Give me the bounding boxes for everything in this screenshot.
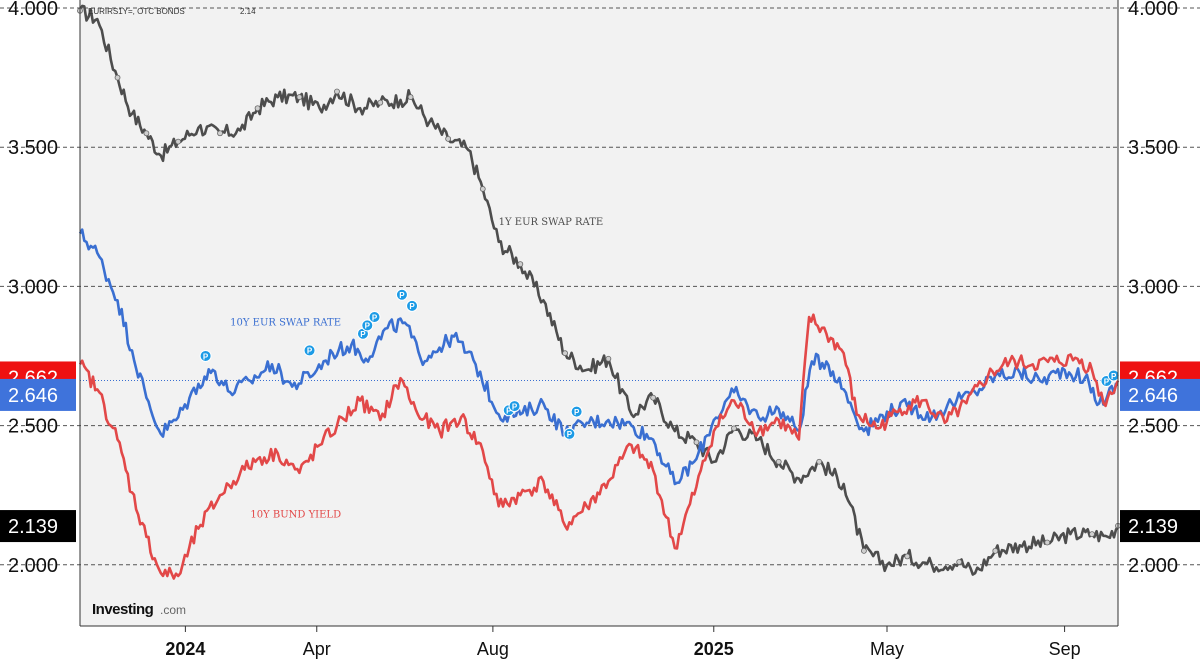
data-point — [562, 350, 568, 357]
event-marker-label: P — [203, 352, 209, 361]
value-badge-right — [1120, 378, 1200, 411]
event-marker-icon[interactable]: P — [368, 311, 381, 323]
symbol-label: EURIRS1Y=, OTC BONDS — [88, 7, 185, 16]
event-marker-label: P — [409, 302, 415, 311]
data-point — [775, 458, 782, 465]
event-marker-label: P — [506, 407, 512, 416]
data-point — [445, 135, 452, 142]
event-marker-label: P — [1104, 377, 1110, 386]
event-marker-icon[interactable]: P — [395, 288, 408, 301]
y-tick-label-left: 4.000 — [8, 0, 58, 20]
y-tick-label-left: 3.000 — [8, 276, 58, 298]
event-marker-icon[interactable]: P — [508, 400, 521, 413]
data-point — [693, 439, 700, 446]
event-marker-icon[interactable]: P — [1107, 369, 1120, 382]
data-point — [254, 105, 261, 112]
data-point — [731, 425, 737, 432]
y-tick-label-right: 3.000 — [1128, 276, 1178, 298]
grid-lines — [0, 7, 1200, 566]
data-point — [296, 94, 303, 100]
event-marker-icon[interactable]: P — [303, 344, 316, 357]
investing-logo: Investing .com — [92, 601, 186, 618]
series-annotation: 10Y EUR SWAP RATE — [230, 317, 341, 328]
x-tick-label: Sep — [1049, 639, 1081, 659]
data-point — [650, 394, 657, 401]
event-marker-icon[interactable]: P — [361, 319, 374, 332]
symbol-value: 2.14 — [240, 7, 256, 16]
y-tick-label-right: 3.500 — [1128, 137, 1178, 159]
event-marker-icon[interactable]: P — [406, 299, 419, 312]
data-point — [816, 458, 823, 465]
y-tick-label-right: 2.000 — [1128, 555, 1178, 577]
event-marker-label: P — [1111, 372, 1117, 381]
x-tick-label: 2024 — [165, 639, 205, 659]
data-point — [1044, 539, 1051, 546]
data-point — [956, 559, 963, 565]
series-annotation: 10Y BUND YIELD — [250, 509, 341, 520]
axes: 4.000 4.000 3.500 3.500 3.000 3.000 2.500 2.500… — [8, 0, 1178, 659]
event-marker-label: P — [372, 313, 378, 322]
data-point — [1089, 531, 1095, 538]
data-point — [334, 88, 340, 95]
logo-suffix: .com — [160, 603, 186, 617]
series-lines — [77, 4, 1121, 580]
data-point — [479, 186, 486, 192]
event-marker-label: P — [360, 330, 366, 339]
plot-area — [80, 0, 1118, 626]
series-line-2 — [78, 313, 1120, 580]
event-marker-label: P — [574, 408, 580, 417]
event-marker-label: P — [365, 322, 371, 331]
value-badge-label: 2.646 — [1128, 385, 1178, 407]
value-badge-left — [0, 378, 76, 411]
chart-header: EURIRS1Y=, OTC BONDS 2.14 — [88, 7, 256, 16]
logo-name: Investing — [92, 601, 154, 618]
event-marker-label: P — [512, 402, 518, 411]
x-tick-label: Aug — [477, 639, 509, 659]
data-point — [114, 74, 121, 81]
y-tick-label-right: 2.500 — [1128, 416, 1178, 438]
data-point — [904, 553, 911, 560]
data-point — [992, 547, 999, 554]
event-marker-label: P — [399, 291, 405, 300]
data-point — [217, 130, 223, 137]
series-line-0 — [78, 4, 1120, 576]
value-badge-left — [0, 510, 76, 543]
y-tick-label-left: 2.500 — [8, 416, 58, 438]
event-marker-icon[interactable]: P — [570, 405, 583, 418]
data-point — [861, 547, 867, 554]
value-badge-label: 2.139 — [1128, 516, 1178, 538]
event-marker-label: P — [567, 430, 573, 439]
y-tick-label-left: 3.500 — [8, 137, 58, 159]
data-point — [407, 94, 414, 100]
value-badge-right — [1120, 510, 1200, 543]
data-point — [175, 138, 182, 145]
event-marker-icon[interactable]: P — [563, 427, 576, 440]
data-point — [605, 355, 612, 362]
y-tick-label-left: 2.000 — [8, 555, 58, 577]
x-tick-label: May — [870, 639, 904, 659]
series-annotation: 1Y EUR SWAP RATE — [499, 217, 604, 228]
value-badge-label: 2.139 — [8, 516, 58, 538]
y-tick-label-right: 4.000 — [1128, 0, 1178, 20]
x-tick-label: 2025 — [694, 639, 734, 659]
data-point — [143, 130, 150, 137]
series-annotations: 1Y EUR SWAP RATE 10Y EUR SWAP RATE 10Y BUN… — [230, 217, 603, 520]
x-tick-label: Apr — [303, 639, 331, 659]
event-marker-icon[interactable]: P — [199, 349, 212, 362]
value-badge-label: 2.646 — [8, 385, 58, 407]
event-marker-label: P — [307, 347, 313, 356]
data-point — [377, 99, 384, 106]
data-point — [517, 261, 524, 268]
